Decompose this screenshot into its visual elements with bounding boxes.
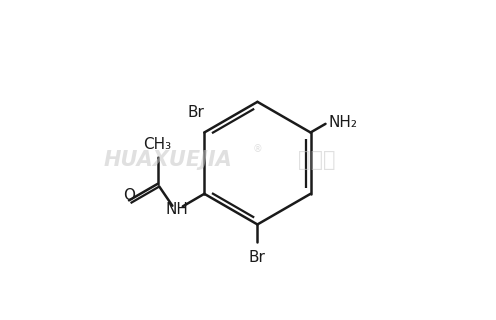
Text: NH: NH — [166, 202, 188, 217]
Text: Br: Br — [187, 105, 204, 120]
Text: NH₂: NH₂ — [328, 115, 357, 130]
Text: O: O — [123, 188, 135, 203]
Text: CH₃: CH₃ — [143, 137, 172, 152]
Text: Br: Br — [249, 250, 266, 265]
Text: HUAXUEJIA: HUAXUEJIA — [103, 150, 232, 170]
Text: 化学加: 化学加 — [298, 150, 336, 170]
Text: ®: ® — [253, 144, 262, 154]
